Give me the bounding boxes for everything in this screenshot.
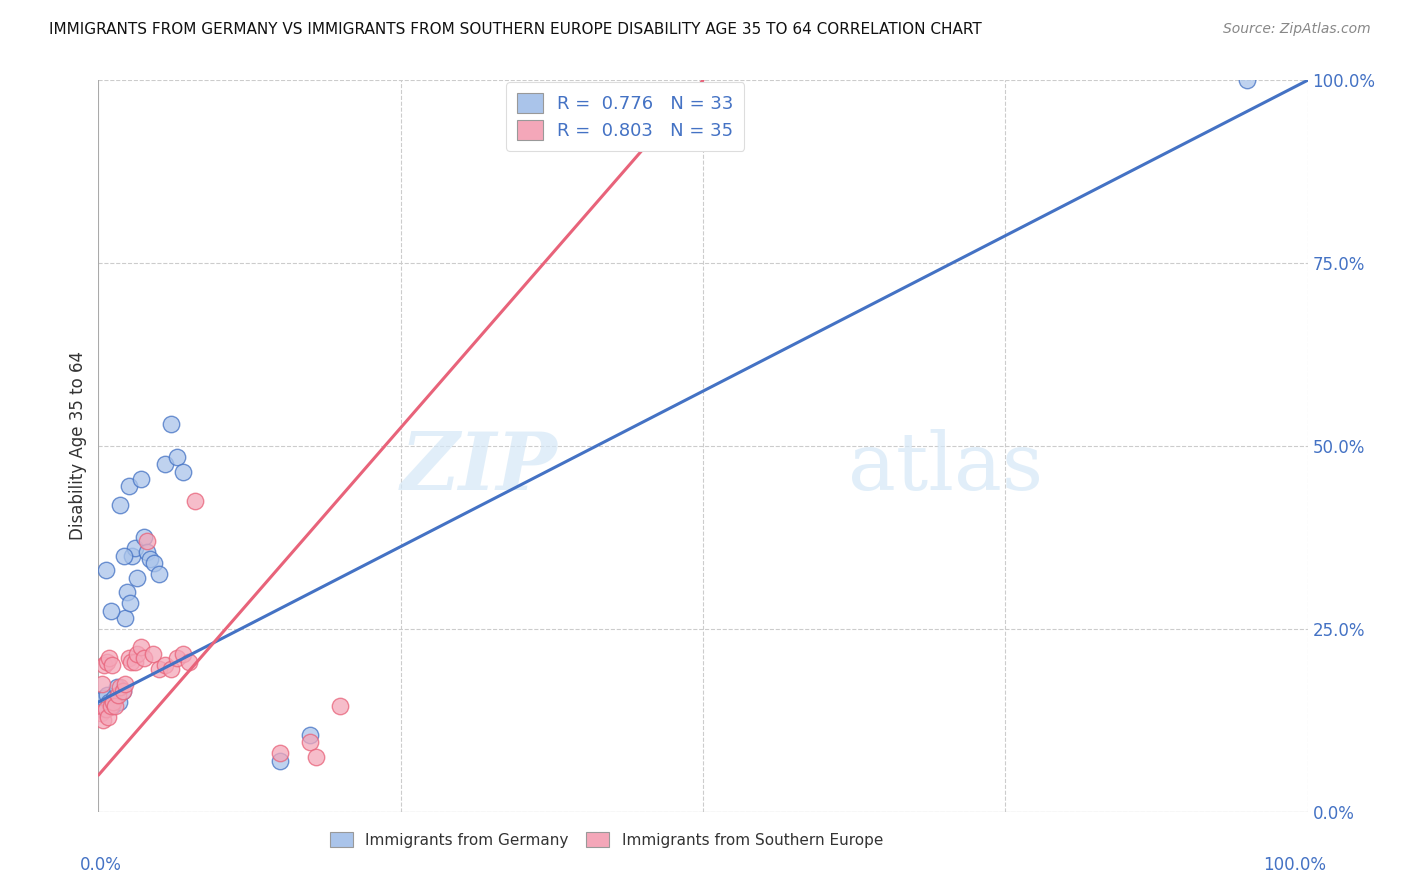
Point bbox=[97, 709, 120, 723]
Point bbox=[129, 472, 152, 486]
Point bbox=[91, 676, 114, 690]
Text: atlas: atlas bbox=[848, 429, 1043, 507]
Point bbox=[299, 728, 322, 742]
Point bbox=[172, 465, 194, 479]
Point bbox=[135, 545, 157, 559]
Point bbox=[111, 684, 134, 698]
Point bbox=[100, 698, 122, 713]
Point bbox=[134, 530, 156, 544]
Point bbox=[121, 549, 143, 563]
Point bbox=[96, 655, 118, 669]
Legend: Immigrants from Germany, Immigrants from Southern Europe: Immigrants from Germany, Immigrants from… bbox=[322, 824, 890, 855]
Point bbox=[120, 655, 142, 669]
Point bbox=[94, 702, 117, 716]
Point bbox=[135, 534, 157, 549]
Point bbox=[305, 749, 328, 764]
Point bbox=[117, 585, 139, 599]
Point bbox=[118, 479, 141, 493]
Point bbox=[98, 695, 121, 709]
Point bbox=[96, 688, 118, 702]
Point bbox=[160, 417, 183, 431]
Point bbox=[172, 648, 194, 662]
Point bbox=[124, 655, 146, 669]
Y-axis label: Disability Age 35 to 64: Disability Age 35 to 64 bbox=[69, 351, 87, 541]
Point bbox=[100, 698, 122, 713]
Point bbox=[100, 658, 122, 673]
Point bbox=[139, 552, 162, 566]
Point bbox=[179, 655, 201, 669]
Point bbox=[142, 648, 165, 662]
Point bbox=[299, 735, 322, 749]
Point bbox=[148, 567, 170, 582]
Point bbox=[91, 702, 114, 716]
Text: IMMIGRANTS FROM GERMANY VS IMMIGRANTS FROM SOUTHERN EUROPE DISABILITY AGE 35 TO : IMMIGRANTS FROM GERMANY VS IMMIGRANTS FR… bbox=[49, 22, 981, 37]
Point bbox=[104, 698, 127, 713]
Point bbox=[107, 688, 129, 702]
Point bbox=[166, 450, 188, 464]
Point bbox=[118, 651, 141, 665]
Point bbox=[269, 754, 291, 768]
Point bbox=[184, 494, 207, 508]
Point bbox=[108, 681, 131, 695]
Point bbox=[108, 498, 131, 512]
Point bbox=[98, 651, 121, 665]
Point bbox=[153, 658, 176, 673]
Point bbox=[93, 658, 115, 673]
Point bbox=[101, 695, 124, 709]
Point bbox=[108, 695, 131, 709]
Point bbox=[1236, 73, 1258, 87]
Point bbox=[143, 556, 166, 570]
Point bbox=[127, 571, 149, 585]
Point bbox=[160, 662, 183, 676]
Point bbox=[105, 681, 128, 695]
Point bbox=[118, 596, 141, 610]
Point bbox=[91, 714, 114, 728]
Point bbox=[111, 684, 134, 698]
Text: 0.0%: 0.0% bbox=[80, 855, 122, 873]
Text: Source: ZipAtlas.com: Source: ZipAtlas.com bbox=[1223, 22, 1371, 37]
Point bbox=[329, 698, 352, 713]
Point bbox=[153, 457, 176, 471]
Point bbox=[127, 648, 149, 662]
Point bbox=[112, 549, 135, 563]
Text: 100.0%: 100.0% bbox=[1263, 855, 1326, 873]
Point bbox=[93, 691, 115, 706]
Point bbox=[103, 691, 125, 706]
Point bbox=[124, 541, 146, 556]
Point bbox=[114, 676, 136, 690]
Point bbox=[166, 651, 188, 665]
Point bbox=[94, 563, 117, 577]
Point bbox=[129, 640, 152, 655]
Point bbox=[148, 662, 170, 676]
Text: ZIP: ZIP bbox=[401, 429, 558, 507]
Point bbox=[114, 611, 136, 625]
Point bbox=[134, 651, 156, 665]
Point bbox=[100, 603, 122, 617]
Point bbox=[269, 746, 291, 760]
Point bbox=[90, 706, 112, 720]
